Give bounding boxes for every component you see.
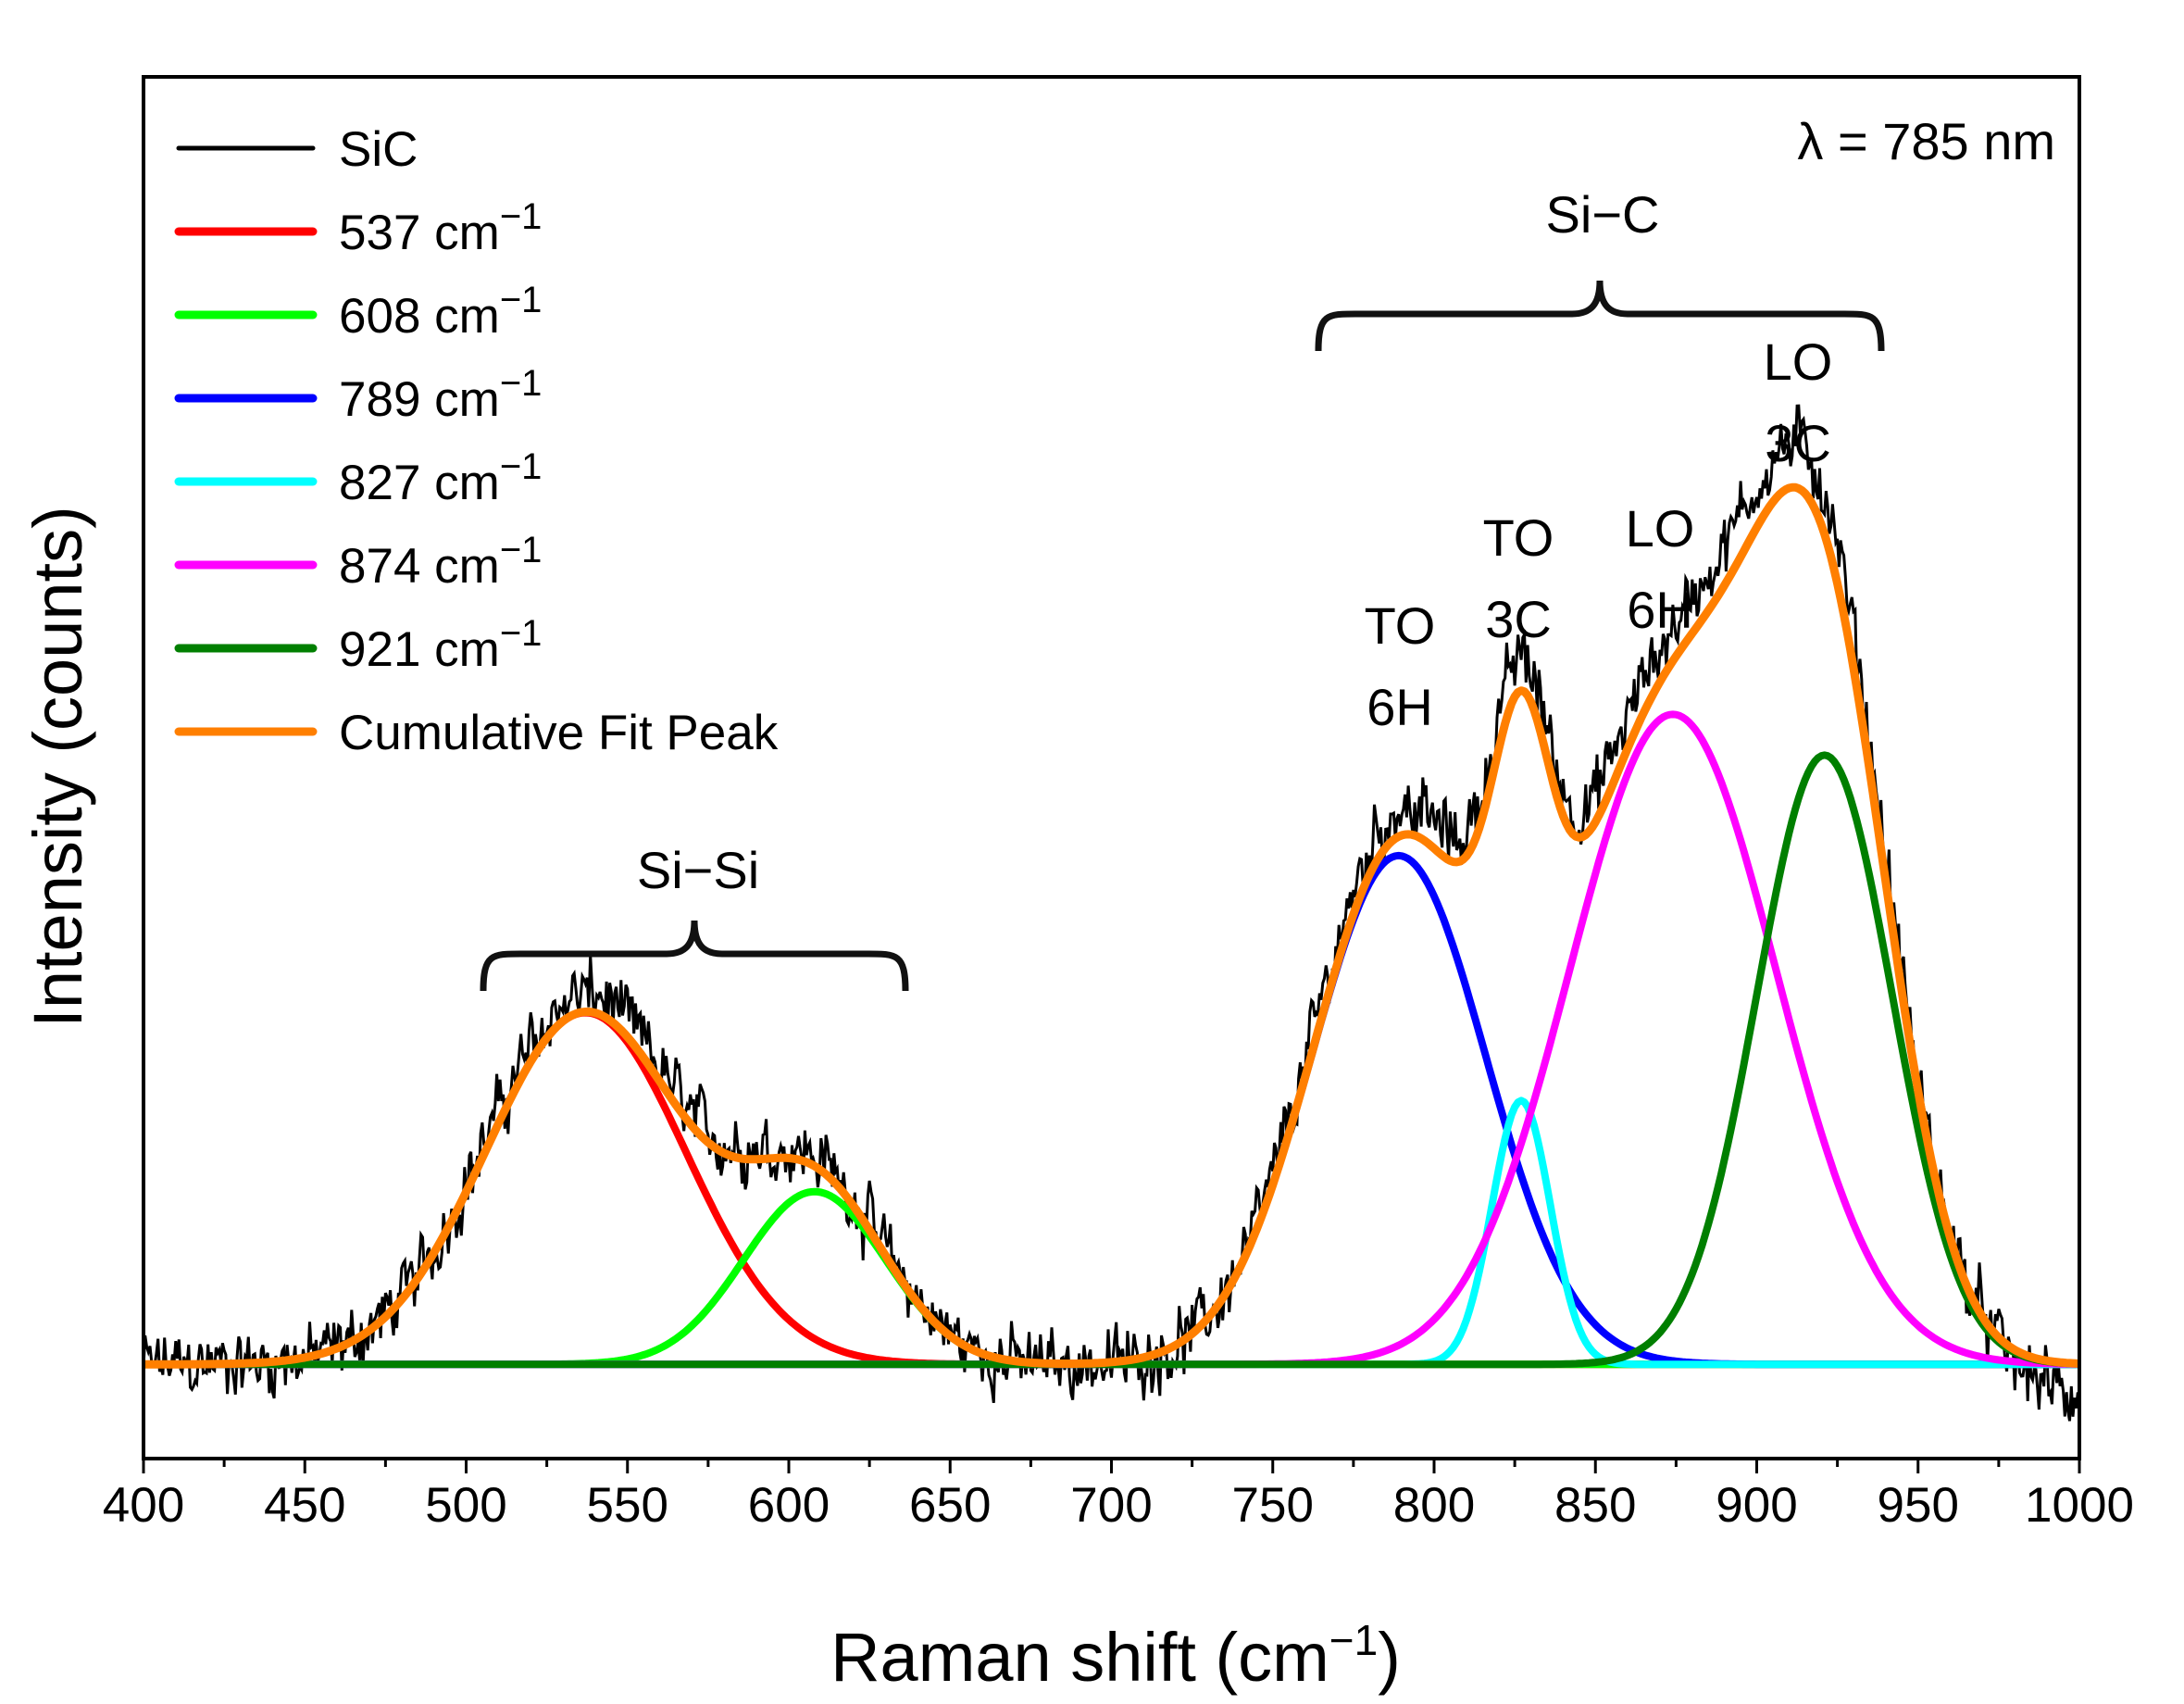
x-tick-label-650: 650 xyxy=(909,1478,991,1533)
y-axis-title: Intensity (counts) xyxy=(19,506,96,1027)
x-tick-label-850: 850 xyxy=(1554,1478,1636,1533)
to-6h-label-line1: TO xyxy=(1365,596,1436,655)
series-peak-608 xyxy=(143,1187,2080,1369)
x-tick-label-400: 400 xyxy=(103,1478,184,1533)
legend-label-5: 874 cm−1 xyxy=(339,530,542,594)
x-tick-label-950: 950 xyxy=(1878,1478,1959,1533)
x-tick-label-600: 600 xyxy=(748,1478,830,1533)
x-axis-ticks: 400 450 500 550 600 650 700 750 800 850 900 950 1000 xyxy=(103,1459,2134,1533)
legend-label-unit-2: −1 xyxy=(500,280,543,320)
to-3c-label-line2: 3C xyxy=(1485,590,1552,648)
legend-label-0: SiC xyxy=(339,122,418,177)
si-c-label: Si−C xyxy=(1546,185,1660,244)
lo-6h-label-line2: 6H xyxy=(1627,581,1693,639)
series-peak-827 xyxy=(143,1096,2080,1369)
legend-label-1: 537 cm−1 xyxy=(339,196,542,260)
x-axis-title-sup: −1 xyxy=(1329,1616,1378,1664)
legend-label-unit-4: −1 xyxy=(500,446,543,487)
legend-label-4: 827 cm−1 xyxy=(339,446,542,510)
x-tick-label-550: 550 xyxy=(587,1478,668,1533)
lo-6h-label-line1: LO xyxy=(1626,499,1695,558)
series-peak-789 xyxy=(143,851,2080,1369)
si-si-brace xyxy=(480,920,909,992)
lo-3c-label-line2: 3C xyxy=(1765,414,1831,472)
series-cumulative-fit xyxy=(143,482,2080,1369)
x-axis-title-close: ) xyxy=(1378,1619,1401,1696)
x-tick-label-700: 700 xyxy=(1070,1478,1152,1533)
lo-3c-label-line1: LO xyxy=(1764,332,1833,391)
legend-label-unit-6: −1 xyxy=(500,613,543,654)
si-c-brace xyxy=(1315,280,1885,352)
x-tick-label-450: 450 xyxy=(264,1478,345,1533)
legend-label-unit-5: −1 xyxy=(500,530,543,570)
legend-label-unit-3: −1 xyxy=(500,363,543,404)
laser-wavelength-label: λ = 785 nm xyxy=(1797,112,2055,170)
x-tick-label-800: 800 xyxy=(1393,1478,1475,1533)
legend-label-unit-1: −1 xyxy=(500,196,543,237)
legend-label-7: Cumulative Fit Peak xyxy=(339,706,779,760)
to-6h-label-line2: 6H xyxy=(1367,678,1433,736)
series-peak-537 xyxy=(143,1009,2080,1369)
legend-label-2: 608 cm−1 xyxy=(339,280,542,344)
si-si-label: Si−Si xyxy=(637,841,759,899)
x-tick-label-750: 750 xyxy=(1232,1478,1314,1533)
x-axis-title-main: Raman shift (cm xyxy=(830,1619,1329,1696)
x-tick-label-1000: 1000 xyxy=(2025,1478,2134,1533)
to-3c-label-line1: TO xyxy=(1483,508,1554,567)
x-axis-title: Raman shift (cm−1) xyxy=(830,1616,1401,1696)
x-tick-label-500: 500 xyxy=(425,1478,506,1533)
group-braces xyxy=(480,280,1885,992)
legend-label-3: 789 cm−1 xyxy=(339,363,542,427)
legend: SiC 537 cm−1 608 cm−1 789 cm−1 827 cm−1 874 c… xyxy=(174,122,779,760)
x-tick-label-900: 900 xyxy=(1716,1478,1797,1533)
plot-curves xyxy=(142,404,2081,1422)
legend-label-6: 921 cm−1 xyxy=(339,613,542,677)
